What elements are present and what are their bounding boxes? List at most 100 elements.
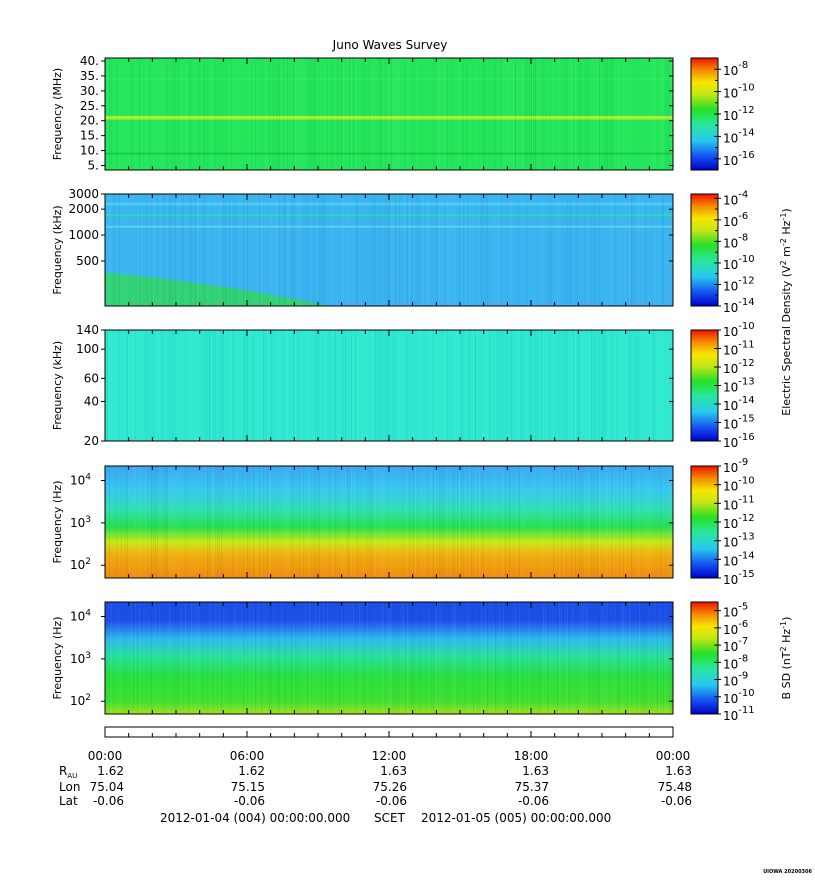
panel-3-colorbar [690,329,719,442]
ephemeris-value: 75.15 [231,780,265,794]
colorbar-tick-label: 10-12 [723,513,755,531]
colorbar-tick-label: 10-6 [723,211,748,229]
spectrogram-panels: 40.35.30.25.20.15.10.5. Frequency (MHz) 10… [51,54,755,723]
panel-1-plot-area [105,58,673,170]
y-tick-label: 35. [80,69,99,83]
y-tick-label: 30. [80,84,99,98]
colorbar-tick-label: 10-10 [723,83,755,101]
panel-1: 40.35.30.25.20.15.10.5. Frequency (MHz) 10… [51,54,755,173]
colorbar-tick-label: 10-10 [723,254,755,272]
ephemeris-value: -0.06 [93,794,124,808]
emission-band [105,78,673,80]
colorbar-tick-label: 10-15 [723,414,755,432]
emission-band [105,115,673,120]
ephemeris-value: -0.06 [234,794,265,808]
spectrogram-texture [105,58,672,170]
y-tick-label: 15. [80,129,99,143]
ephemeris-value: -0.06 [376,794,407,808]
colorbar-tick-label: 10-14 [723,395,755,413]
panel-1-y-axis: 40.35.30.25.20.15.10.5. [80,54,673,173]
panel-2-colorbar [690,193,719,307]
panel-3-plot-area [105,330,673,441]
panel-5-x-ticks [128,602,650,714]
colorbar-tick-label: 10-11 [723,705,755,723]
y-tick-label: 40. [80,54,99,68]
colorbar-tick-label: 10-12 [723,105,755,123]
colorbar-tick-label: 10-8 [723,653,748,671]
colorbar-tick-label: 10-9 [723,457,748,475]
colorbar-tick-label: 10-9 [723,671,748,689]
colorbar-tick-label: 10-11 [723,494,755,512]
colorbar-tick-label: 10-14 [723,127,755,145]
colorbar-tick-label: 10-14 [723,297,755,315]
colorbar-tick-label: 10-10 [723,688,755,706]
colorbar-tick-label: 10-11 [723,340,755,358]
footer-scet-label: SCET [374,811,406,825]
ephemeris-value: 1.62 [238,764,265,778]
emission-band [105,213,673,217]
spectrogram-intensity [105,58,673,170]
colorbar-tick-label: 10-5 [723,602,748,620]
colorbar-tick-label: 10-13 [723,377,755,395]
spectrogram-intensity [105,330,673,441]
panel-2-plot-area [105,194,673,306]
colorbar-tick-label: 10-12 [723,358,755,376]
panel-4-colorbar [690,465,719,579]
ephemeris-value: 1.63 [522,764,549,778]
y-tick-label: 103 [70,651,91,666]
panel-2-colorbar-ticks: 10-4 10-6 10-8 10-10 10-12 10-14 [714,189,755,315]
ephemeris-value: -0.06 [518,794,549,808]
panel-1-y-label: Frequency (MHz) [51,68,64,160]
panel-5-colorbar [690,601,719,715]
y-tick-label: 3000 [68,187,99,201]
y-tick-label: 104 [70,609,91,624]
colorbar-tick-label: 10-8 [723,60,748,78]
chart-title: Juno Waves Survey [332,38,448,52]
colorbar-tick-label: 10-10 [723,321,755,339]
colorbar-tick-label: 10-7 [723,636,748,654]
panel-3-y-label: Frequency (kHz) [51,341,64,430]
ephemeris-row-label: Lon [59,780,80,794]
ephemeris-row-label: Lat [59,794,78,808]
panel-3-x-ticks [128,330,650,441]
y-tick-label: 20 [84,434,99,448]
y-tick-label: 102 [70,557,91,572]
y-tick-label: 20. [80,114,99,128]
spectrogram-texture [105,602,672,714]
colorbar-tick-label: 10-14 [723,550,755,568]
spectrogram-intensity [105,602,673,714]
y-tick-label: 2000 [68,202,99,216]
time-axis: 00:00 06:00 12:00 18:00 00:00 RAU 1.62 1.62 1.63… [59,726,692,808]
time-label: 18:00 [514,749,549,763]
spectrogram-texture [109,194,664,306]
time-label: 00:00 [656,749,691,763]
panel-4-x-ticks [128,466,650,578]
emission-band [105,202,673,206]
footer-start-time: 2012-01-04 (004) 00:00:00.000 [160,811,350,825]
panel-3-y-axis: 140 100 60 40 20 [76,323,673,448]
y-tick-label: 40 [84,394,99,408]
colorbar-tick-label: 10-10 [723,476,755,494]
spectrogram-texture [105,466,670,578]
electric-colorbar-title: Electric Spectral Density (V2 m-2 Hz-1) [779,208,794,415]
ephemeris-value: 75.37 [515,780,549,794]
y-tick-label: 100 [76,342,99,356]
time-label: 06:00 [230,749,265,763]
panel-5-y-label: Frequency (Hz) [51,617,64,700]
magnetic-colorbar-title: B SD (nT2 Hz-1) [779,617,794,700]
y-tick-label: 1000 [68,228,99,242]
y-tick-label: 25. [80,99,99,113]
emission-band [105,225,673,228]
panel-1-colorbar [690,57,719,171]
panel-5-plot-area [105,602,673,714]
colorbar-tick-label: 10-16 [723,150,755,168]
panel-2-x-ticks [128,194,650,306]
ephemeris-value: -0.06 [661,794,692,808]
spectrogram-intensity [105,466,673,578]
ephemeris-value: 75.26 [373,780,407,794]
